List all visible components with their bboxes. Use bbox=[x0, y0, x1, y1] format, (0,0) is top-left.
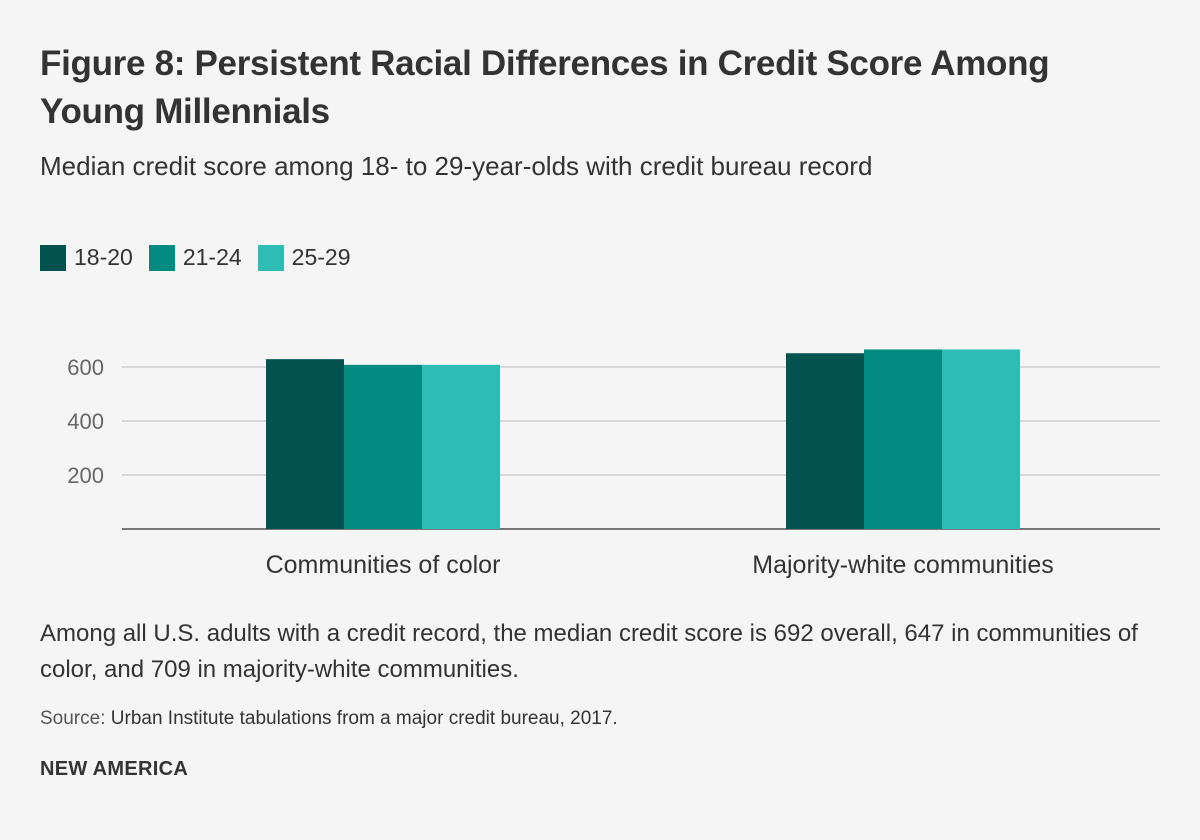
chart-legend: 18-20 21-24 25-29 bbox=[40, 244, 366, 271]
bar-21-24-majority-white bbox=[864, 349, 942, 529]
bar-18-20-communities-of-color bbox=[266, 359, 344, 529]
legend-swatch-21-24 bbox=[148, 244, 175, 271]
bar-18-20-majority-white bbox=[786, 353, 864, 529]
bar-21-24-communities-of-color bbox=[344, 364, 422, 529]
legend-label-18-20: 18-20 bbox=[74, 244, 133, 270]
chart-note: Among all U.S. adults with a credit reco… bbox=[40, 620, 1138, 683]
y-tick-label: 200 bbox=[67, 463, 104, 488]
bar-25-29-majority-white bbox=[942, 349, 1020, 529]
y-tick-label: 600 bbox=[67, 355, 104, 380]
chart-source: Source: Urban Institute tabulations from… bbox=[40, 708, 618, 730]
legend-item-18-20: 18-20 bbox=[40, 244, 133, 271]
chart-subtitle: Median credit score among 18- to 29-year… bbox=[40, 151, 873, 181]
bar-25-29-communities-of-color bbox=[422, 364, 500, 529]
label-layer: 200 400 600 Communities of color Majority-wh… bbox=[67, 355, 1053, 579]
bar-layer bbox=[266, 349, 1020, 529]
y-tick-label: 400 bbox=[67, 409, 104, 434]
legend-label-21-24: 21-24 bbox=[182, 244, 242, 270]
legend-swatch-18-20 bbox=[40, 244, 66, 271]
source-text: Urban Institute tabulations from a major… bbox=[110, 708, 618, 729]
source-label: Source: bbox=[40, 708, 106, 729]
x-category-label: Majority-white communities bbox=[752, 551, 1053, 579]
legend-item-21-24: 21-24 bbox=[148, 244, 242, 271]
legend-label-25-29: 25-29 bbox=[291, 244, 351, 270]
legend-item-25-29: 25-29 bbox=[257, 244, 351, 271]
x-category-label: Communities of color bbox=[266, 551, 501, 579]
bar-chart: 200 400 600 Communities of color Majority-wh… bbox=[67, 349, 1160, 579]
legend-swatch-25-29 bbox=[257, 244, 284, 271]
brand-logo-text: NEW AMERICA bbox=[40, 758, 189, 780]
chart-title: Figure 8: Persistent Racial Differences … bbox=[40, 44, 1050, 131]
